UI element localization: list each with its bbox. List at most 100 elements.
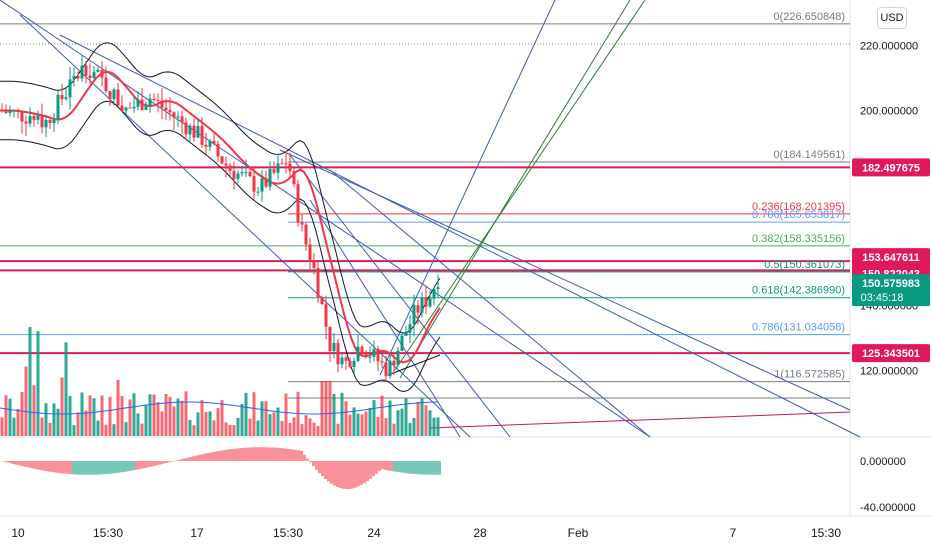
oscillator-bar [252, 447, 255, 461]
candle-body [433, 289, 436, 299]
volume-bar [321, 381, 324, 436]
trend-line [0, 0, 650, 437]
oscillator-bar [75, 461, 78, 475]
oscillator-bar [387, 461, 390, 470]
candle-body [425, 297, 428, 306]
candle-body [65, 97, 68, 99]
price-labels: 182.497675153.647611150.822043150.575983… [852, 158, 930, 362]
volume-bar [181, 401, 184, 436]
time-tick-label: 15:30 [93, 526, 123, 540]
volume-bar [141, 424, 144, 436]
oscillator-bar [378, 461, 381, 471]
price-label-text: 182.497675 [862, 162, 920, 174]
volume-bar [105, 425, 108, 436]
candle-body [29, 116, 32, 124]
oscillator-bar [84, 461, 87, 475]
candle-body [297, 184, 300, 222]
oscillator-bar [384, 461, 387, 470]
oscillator-bar [390, 461, 393, 471]
candle-body [137, 100, 140, 107]
oscillator-bar [417, 461, 420, 474]
oscillator-bar [426, 461, 429, 475]
time-tick-label: 17 [190, 526, 204, 540]
oscillator-bar [342, 461, 345, 489]
oscillator-bar [87, 461, 90, 475]
trend-lines [0, 0, 860, 437]
volume-bar [437, 417, 440, 436]
trend-line [330, 170, 650, 437]
candle-body [89, 76, 92, 78]
volume-bar [197, 412, 200, 436]
volume-bar [421, 398, 424, 436]
volume-bar [113, 424, 116, 436]
volume-bar [1, 417, 4, 436]
volume-bar [269, 414, 272, 436]
oscillator-bar [243, 448, 246, 461]
oscillator-bar [423, 461, 426, 475]
candle-body [313, 262, 316, 268]
volume-bar [365, 412, 368, 436]
candle-body [9, 111, 12, 113]
candle-body [5, 111, 8, 113]
oscillator-bar [45, 461, 48, 471]
oscillator-bar [261, 447, 264, 461]
candle-body [85, 66, 88, 76]
candle-body [209, 141, 212, 147]
oscillator-bar [321, 461, 324, 476]
oscillator-bar [69, 461, 72, 474]
fib-level-label: 1(116.572585) [774, 369, 845, 381]
oscillator-bar [51, 461, 54, 472]
volume-bar [289, 423, 292, 436]
candle-body [233, 171, 236, 179]
oscillator-bar [300, 451, 303, 461]
candle-body [293, 171, 296, 184]
oscillator-bar [186, 458, 189, 461]
candle-body [329, 327, 332, 351]
oscillator-bar [33, 461, 36, 469]
volume-bar [185, 391, 188, 436]
oscillator-bar [3, 461, 6, 462]
oscillator-bar [165, 461, 168, 463]
price-label-text: 125.343501 [862, 348, 920, 360]
volume-bar [361, 414, 364, 436]
oscillator-bar [150, 461, 153, 467]
candle-body [385, 362, 388, 376]
candle-body [285, 163, 288, 164]
candle-body [49, 120, 52, 123]
oscillator-bar [120, 461, 123, 472]
trend-line [280, 150, 850, 410]
volume-bar [205, 412, 208, 436]
oscillator-bar [405, 461, 408, 473]
candle-body [357, 347, 360, 361]
currency-button[interactable]: USD [877, 7, 907, 29]
volume-bar [93, 398, 96, 436]
oscillator-bar [330, 461, 333, 484]
candles [1, 56, 440, 382]
candle-body [129, 108, 132, 109]
volume-bar [373, 400, 376, 436]
time-tick-label: Feb [568, 526, 589, 540]
volume-bar [33, 385, 36, 436]
candle-body [149, 99, 152, 106]
candle-body [113, 90, 116, 100]
oscillator-bar [285, 449, 288, 461]
candle-body [241, 172, 244, 173]
oscillator-bar [141, 461, 144, 469]
oscillator-bar [54, 461, 57, 472]
volume-bar [125, 422, 128, 436]
oscillator-bar [267, 447, 270, 461]
oscillator-bar [369, 461, 372, 479]
oscillator-bar [105, 461, 108, 474]
oscillator-bar [282, 448, 285, 461]
volume-bar [341, 393, 344, 436]
oscillator-bar [57, 461, 60, 473]
oscillator-bar [114, 461, 117, 473]
oscillator-bar [357, 461, 360, 486]
candle-body [1, 111, 4, 112]
volume-bar [273, 412, 276, 436]
candle-body [353, 361, 356, 367]
volume-bar [233, 425, 236, 436]
price-label-text: 153.647611 [862, 252, 920, 264]
